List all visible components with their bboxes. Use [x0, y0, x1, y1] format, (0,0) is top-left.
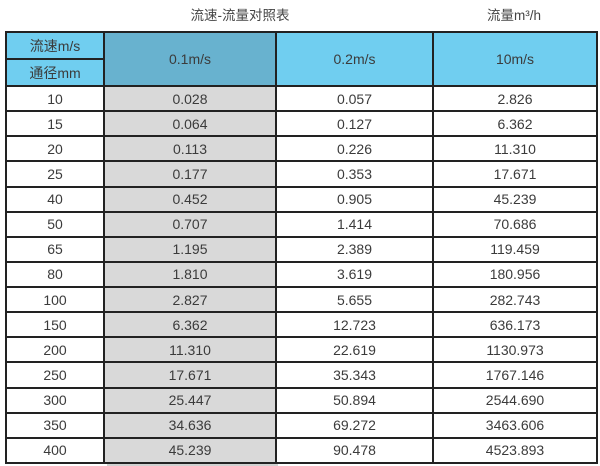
corner-diameter-label: 通径mm: [5, 58, 105, 87]
flow-cell-10ms: 17.671: [432, 160, 598, 188]
flow-cell-0.2ms: 0.353: [275, 160, 434, 188]
diameter-cell: 150: [5, 311, 105, 339]
flow-cell-10ms: 1130.973: [432, 336, 598, 364]
table-row: 10 0.028 0.057 2.826: [5, 84, 598, 113]
flow-cell-0.1ms: 45.239: [103, 436, 277, 465]
flow-cell-0.2ms: 5.655: [275, 285, 434, 314]
table-row: 80 1.810 3.619 180.956: [5, 260, 598, 289]
table-row: 250 17.671 35.343 1767.146: [5, 361, 598, 389]
highlighted-column-shadow: [107, 464, 278, 466]
flow-cell-10ms: 282.743: [432, 285, 598, 314]
flow-cell-10ms: 45.239: [432, 185, 598, 213]
flow-cell-0.1ms: 1.810: [103, 260, 277, 289]
flow-cell-10ms: 11.310: [432, 135, 598, 163]
diameter-cell: 250: [5, 361, 105, 389]
flow-cell-0.1ms: 6.362: [103, 311, 277, 339]
flow-cell-10ms: 119.459: [432, 235, 598, 263]
column-header-0.1ms: 0.1m/s: [103, 31, 277, 87]
flow-cell-0.1ms: 2.827: [103, 285, 277, 314]
table-row: 100 2.827 5.655 282.743: [5, 285, 598, 314]
flow-cell-10ms: 2.826: [432, 84, 598, 113]
flow-cell-0.2ms: 3.619: [275, 260, 434, 289]
flow-cell-10ms: 70.686: [432, 210, 598, 238]
flow-unit-label: 流量m³/h: [487, 8, 541, 23]
flow-cell-10ms: 6.362: [432, 110, 598, 138]
diameter-cell: 25: [5, 160, 105, 188]
table-body: 10 0.028 0.057 2.826 15 0.064 0.127 6.36…: [5, 84, 598, 465]
flow-cell-0.1ms: 1.195: [103, 235, 277, 263]
table-row: 400 45.239 90.478 4523.893: [5, 436, 598, 465]
table-header: 流速m/s 0.1m/s 0.2m/s 10m/s 通径mm: [5, 31, 598, 87]
flow-cell-10ms: 636.173: [432, 311, 598, 339]
diameter-cell: 200: [5, 336, 105, 364]
diameter-cell: 10: [5, 84, 105, 113]
diameter-cell: 300: [5, 386, 105, 414]
flow-rate-table: 流速m/s 0.1m/s 0.2m/s 10m/s 通径mm 10 0.028 …: [5, 31, 598, 465]
flow-cell-0.1ms: 0.707: [103, 210, 277, 238]
title-bar: 流速-流量对照表 流量m³/h: [0, 4, 600, 28]
diameter-cell: 350: [5, 411, 105, 439]
column-header-10ms: 10m/s: [432, 31, 598, 87]
flow-cell-0.1ms: 34.636: [103, 411, 277, 439]
flow-cell-0.2ms: 35.343: [275, 361, 434, 389]
table-row: 25 0.177 0.353 17.671: [5, 160, 598, 188]
flow-cell-0.1ms: 17.671: [103, 361, 277, 389]
table-row: 300 25.447 50.894 2544.690: [5, 386, 598, 414]
flow-cell-0.1ms: 0.113: [103, 135, 277, 163]
flow-cell-0.2ms: 50.894: [275, 386, 434, 414]
flow-cell-10ms: 3463.606: [432, 411, 598, 439]
flow-cell-0.1ms: 25.447: [103, 386, 277, 414]
table-row: 200 11.310 22.619 1130.973: [5, 336, 598, 364]
flow-cell-10ms: 180.956: [432, 260, 598, 289]
flow-cell-0.2ms: 69.272: [275, 411, 434, 439]
diameter-cell: 50: [5, 210, 105, 238]
table-row: 350 34.636 69.272 3463.606: [5, 411, 598, 439]
flow-cell-0.1ms: 0.028: [103, 84, 277, 113]
flow-cell-0.2ms: 12.723: [275, 311, 434, 339]
diameter-cell: 400: [5, 436, 105, 465]
flow-cell-0.2ms: 0.905: [275, 185, 434, 213]
table-row: 65 1.195 2.389 119.459: [5, 235, 598, 263]
flow-cell-0.1ms: 0.177: [103, 160, 277, 188]
table-row: 20 0.113 0.226 11.310: [5, 135, 598, 163]
flow-cell-0.2ms: 0.226: [275, 135, 434, 163]
page-title: 流速-流量对照表: [190, 8, 290, 23]
flow-cell-10ms: 2544.690: [432, 386, 598, 414]
flow-cell-0.1ms: 0.452: [103, 185, 277, 213]
diameter-cell: 65: [5, 235, 105, 263]
column-header-0.2ms: 0.2m/s: [275, 31, 434, 87]
flow-cell-10ms: 4523.893: [432, 436, 598, 465]
diameter-cell: 20: [5, 135, 105, 163]
table-row: 15 0.064 0.127 6.362: [5, 110, 598, 138]
flow-cell-0.2ms: 0.127: [275, 110, 434, 138]
diameter-cell: 100: [5, 285, 105, 314]
flow-cell-0.1ms: 0.064: [103, 110, 277, 138]
flow-cell-0.2ms: 90.478: [275, 436, 434, 465]
table-row: 150 6.362 12.723 636.173: [5, 311, 598, 339]
diameter-cell: 80: [5, 260, 105, 289]
table-row: 50 0.707 1.414 70.686: [5, 210, 598, 238]
flow-cell-0.1ms: 11.310: [103, 336, 277, 364]
flow-cell-10ms: 1767.146: [432, 361, 598, 389]
flow-cell-0.2ms: 22.619: [275, 336, 434, 364]
flow-cell-0.2ms: 1.414: [275, 210, 434, 238]
flow-cell-0.2ms: 0.057: [275, 84, 434, 113]
corner-velocity-label: 流速m/s: [5, 31, 105, 60]
flow-cell-0.2ms: 2.389: [275, 235, 434, 263]
diameter-cell: 40: [5, 185, 105, 213]
table-row: 40 0.452 0.905 45.239: [5, 185, 598, 213]
diameter-cell: 15: [5, 110, 105, 138]
